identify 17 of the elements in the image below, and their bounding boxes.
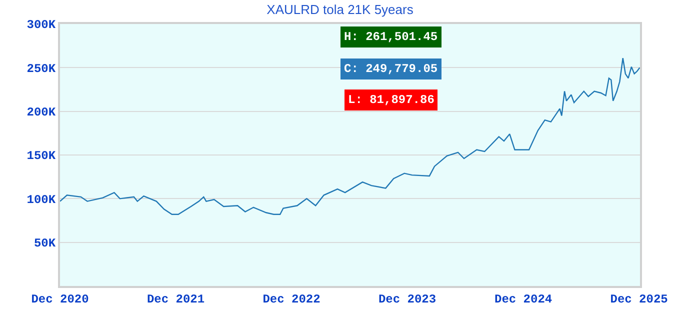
- line-series: [60, 57, 640, 215]
- y-tick-label: 300K: [26, 18, 56, 32]
- x-tick-label: Dec 2022: [262, 292, 320, 306]
- annotation: H: 261,501.45: [344, 30, 438, 44]
- y-tick-label: 200K: [26, 106, 56, 120]
- x-tick-label: Dec 2020: [31, 292, 89, 306]
- x-tick-label: Dec 2023: [378, 292, 436, 306]
- chart-title: XAULRD tola 21K 5years: [266, 2, 414, 17]
- y-tick-label: 100K: [26, 192, 56, 207]
- y-tick-label: 50K: [34, 236, 56, 251]
- x-tick-label: Dec 2025: [610, 292, 668, 306]
- x-tick-label: Dec 2024: [494, 292, 552, 306]
- y-tick-label: 150K: [26, 149, 56, 164]
- annotation: L: 81,897.86: [348, 93, 434, 107]
- y-tick-label: 250K: [26, 62, 56, 76]
- annotation: C: 249,779.05: [344, 62, 438, 76]
- x-tick-label: Dec 2021: [146, 292, 205, 306]
